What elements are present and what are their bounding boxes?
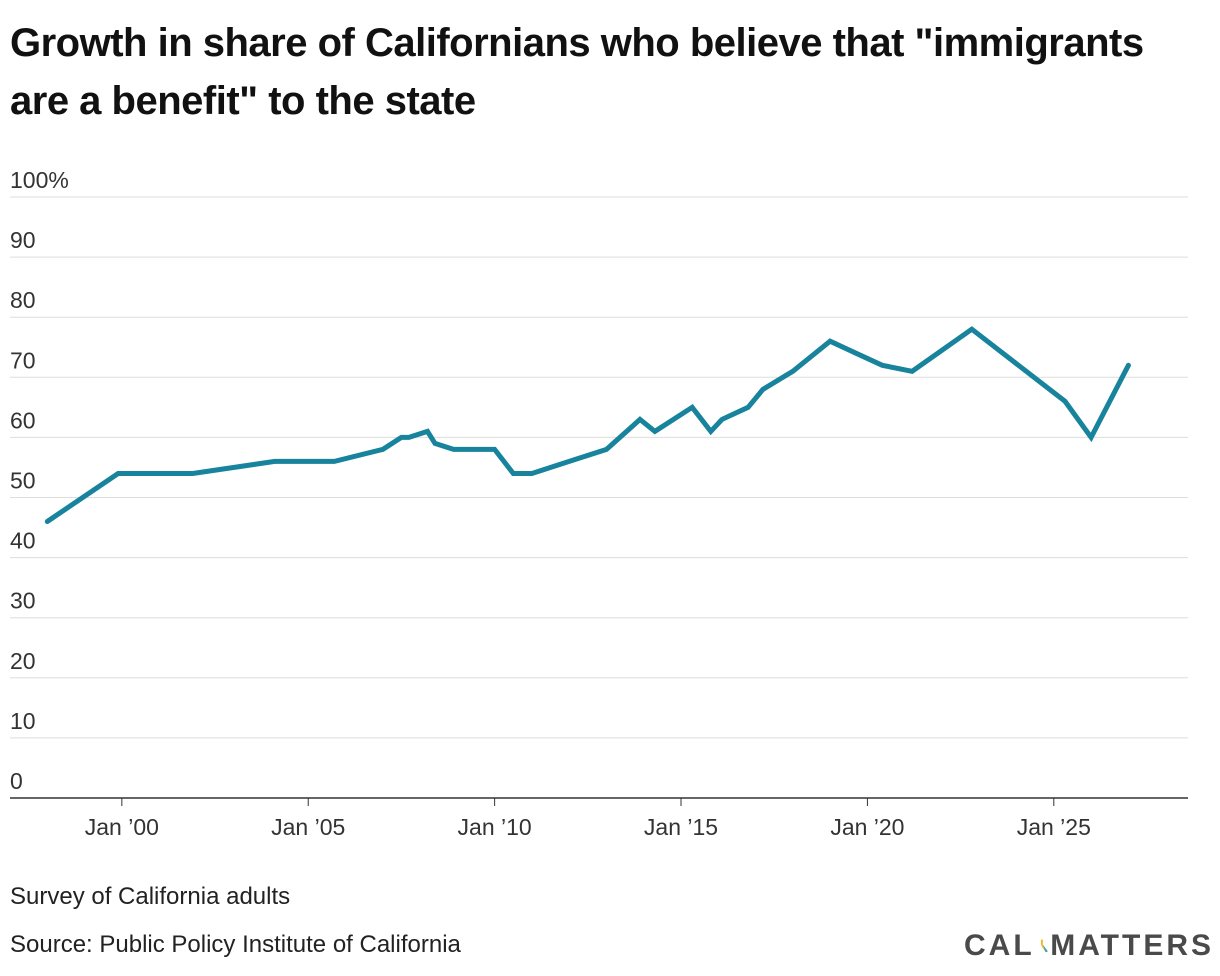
y-tick-label: 90 <box>10 227 36 253</box>
x-tick-label: Jan ’15 <box>644 814 718 840</box>
california-state-icon <box>1040 939 1048 953</box>
series-line <box>44 326 1131 524</box>
gridlines <box>10 196 1188 799</box>
y-tick-label: 80 <box>10 287 36 313</box>
calmatters-logo: CAL MATTERS <box>964 922 1214 970</box>
x-tick-label: Jan ’10 <box>458 814 532 840</box>
x-tick-label: Jan ’20 <box>830 814 904 840</box>
x-tick-label: Jan ’00 <box>85 814 159 840</box>
x-tick-label: Jan ’25 <box>1017 814 1091 840</box>
x-axis-tick-labels: Jan ’00 Jan ’05 Jan ’10 Jan ’15 Jan ’20 Jan ’… <box>85 798 1091 840</box>
y-tick-label: 10 <box>10 708 36 734</box>
y-tick-label: 50 <box>10 468 36 494</box>
x-tick-label: Jan ’05 <box>271 814 345 840</box>
y-tick-label: 20 <box>10 648 36 674</box>
chart-title: Growth in share of Californians who beli… <box>10 21 1144 123</box>
y-tick-label: 60 <box>10 407 36 433</box>
y-tick-label: 40 <box>10 528 36 554</box>
y-tick-label: 100% <box>10 167 69 193</box>
logo-text-right: MATTERS <box>1050 929 1214 962</box>
series-group <box>44 326 1131 524</box>
y-axis-tick-labels: 100% 90 80 70 60 50 40 30 20 10 0 <box>10 167 69 794</box>
source-note: Source: Public Policy Institute of Calif… <box>10 931 461 958</box>
chart-subtitle: Survey of California adults <box>10 883 291 910</box>
y-tick-label: 0 <box>10 768 23 794</box>
logo-text-left: CAL <box>964 929 1035 962</box>
y-tick-label: 70 <box>10 347 36 373</box>
y-tick-label: 30 <box>10 588 36 614</box>
